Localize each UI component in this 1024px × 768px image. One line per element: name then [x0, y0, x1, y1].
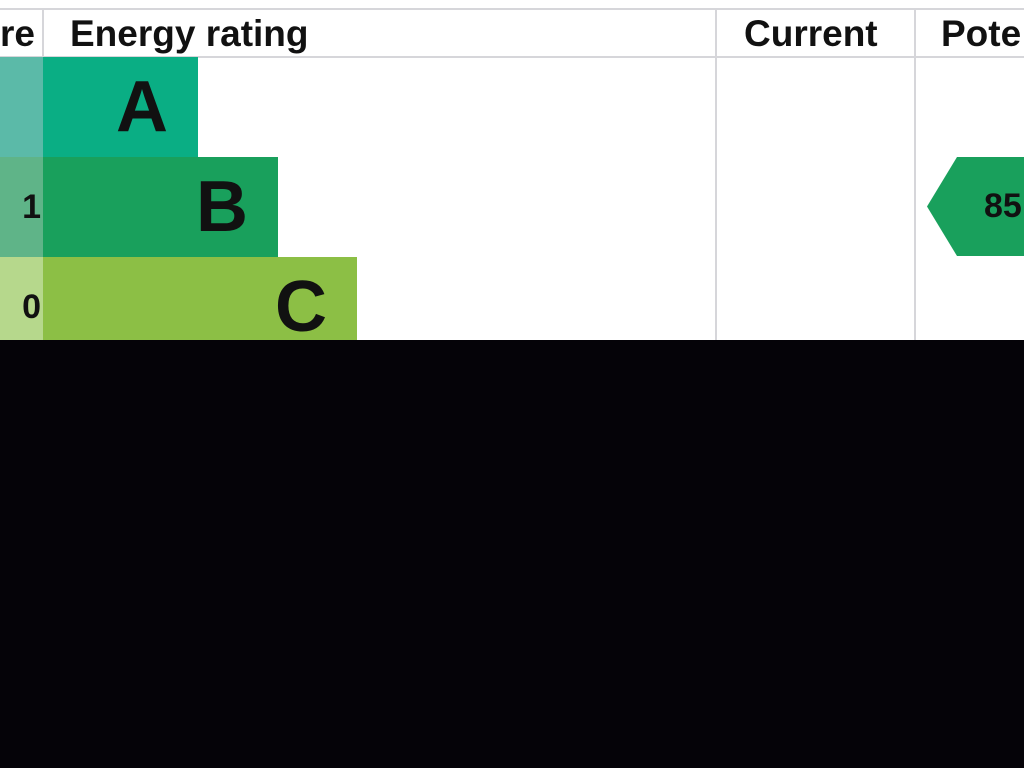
header-score: re [0, 13, 35, 54]
column-divider [914, 9, 916, 340]
band-bar-c: C [43, 257, 357, 340]
band-bar-a: A [43, 57, 198, 157]
table-top-border [0, 8, 1024, 10]
band-letter: C [275, 267, 327, 340]
header-energy-rating: Energy rating [70, 13, 309, 54]
potential-rating-arrow: 85 [927, 157, 1024, 256]
band-letter: A [116, 67, 168, 147]
potential-rating-value: 85 [984, 187, 1022, 225]
band-bar-b: B [43, 157, 278, 257]
header-potential: Pote [941, 13, 1022, 54]
band-score-b: 1 [0, 157, 43, 257]
band-score-c: 0 [0, 257, 43, 340]
band-score-a [0, 57, 43, 157]
band-letter: B [196, 167, 248, 247]
header-current: Current [744, 13, 878, 54]
header-divider [0, 56, 1024, 58]
column-divider [715, 9, 717, 340]
